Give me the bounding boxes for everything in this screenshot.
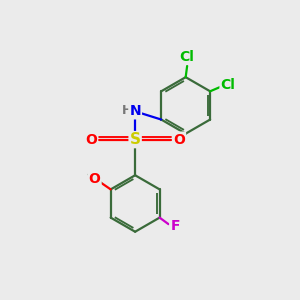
Text: F: F bbox=[170, 219, 180, 233]
Text: O: O bbox=[85, 133, 97, 147]
Text: N: N bbox=[129, 104, 141, 118]
Text: O: O bbox=[173, 133, 185, 147]
Text: Cl: Cl bbox=[220, 78, 236, 92]
Text: S: S bbox=[130, 132, 141, 147]
Text: O: O bbox=[89, 172, 100, 186]
Text: Cl: Cl bbox=[180, 50, 195, 64]
Text: H: H bbox=[122, 104, 132, 117]
